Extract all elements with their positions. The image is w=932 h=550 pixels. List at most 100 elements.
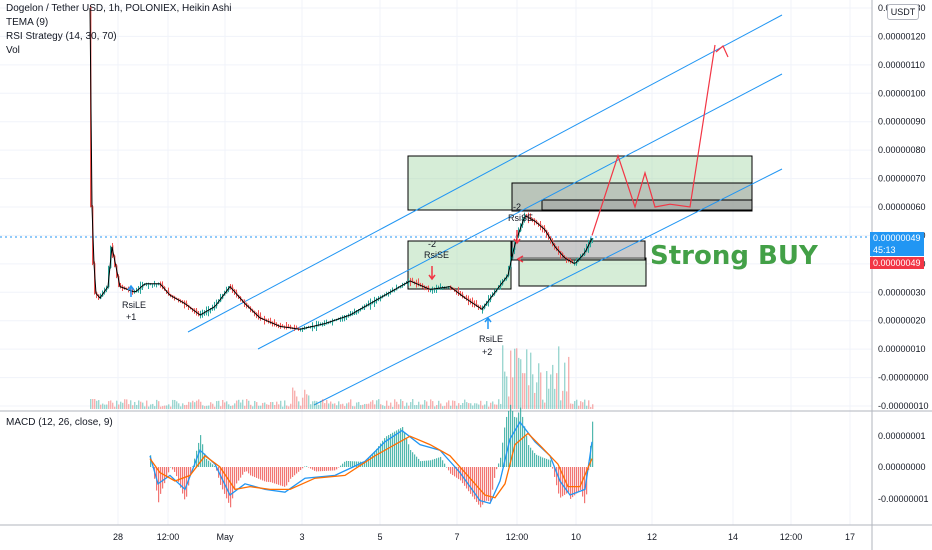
macd-hist-bar [354, 461, 356, 467]
indicator-tema[interactable]: TEMA (9) [6, 17, 49, 28]
macd-hist-bar [458, 467, 460, 480]
volume-bar [142, 402, 144, 409]
volume-bar [478, 404, 480, 409]
volume-bar [340, 404, 342, 409]
volume-bar [442, 406, 444, 409]
macd-hist-bar [332, 467, 334, 471]
macd-hist-bar [298, 467, 300, 472]
volume-bar [534, 392, 536, 409]
volume-bar [198, 399, 200, 409]
volume-bar [224, 402, 226, 409]
volume-bar [334, 403, 336, 409]
macd-hist-bar [158, 467, 160, 503]
currency-button[interactable]: USDT [887, 4, 919, 20]
macd-hist-bar [494, 467, 496, 478]
macd-hist-bar [330, 467, 332, 471]
macd-hist-bar [580, 467, 582, 490]
macd-hist-bar [486, 467, 488, 501]
rsi-le-arrow-1 [127, 284, 135, 297]
volume-bar [330, 401, 332, 409]
macd-histogram [150, 404, 594, 508]
macd-hist-bar [568, 467, 570, 493]
rsi-le-arrow-2 [484, 316, 492, 329]
volume-bar [440, 403, 442, 409]
volume-bar [518, 357, 520, 409]
volume-bar [296, 396, 298, 409]
volume-bar [272, 402, 274, 409]
volume-bar [246, 399, 248, 409]
macd-hist-bar [434, 458, 436, 467]
macd-signal-line [149, 432, 593, 499]
volume-bar [310, 404, 312, 409]
rsi-se-arrow-1 [428, 266, 436, 281]
zones [407, 155, 753, 290]
volume-bar [236, 400, 238, 409]
time-axis-ticks[interactable]: 28 12:00 May 3 5 7 12:00 10 12 14 12:00 17 [113, 532, 855, 542]
volume-bar [358, 401, 360, 409]
macd-hist-bar [514, 416, 516, 467]
indicator-rsi-strategy[interactable]: RSI Strategy (14, 30, 70) [6, 31, 117, 42]
macd-hist-bar [544, 458, 546, 467]
volume-bar [308, 395, 310, 409]
macd-hist-bar [180, 467, 182, 488]
macd-legend[interactable]: MACD (12, 26, close, 9) [6, 417, 113, 428]
macd-hist-bar [204, 453, 206, 467]
volume-bar [276, 401, 278, 409]
macd-hist-bar [230, 467, 232, 508]
macd-hist-bar [526, 435, 528, 467]
macd-hist-bar [178, 467, 180, 482]
rsi-se-label-1: RsiSE [424, 250, 449, 260]
volume-bar [374, 404, 376, 409]
volume-bar [564, 362, 566, 409]
candle-body [430, 289, 432, 291]
volume-bar [536, 382, 538, 409]
channel-bottom [313, 168, 783, 406]
price-axis-ticks[interactable]: 0.000001300.000001200.000001100.00000100… [878, 3, 929, 411]
macd-hist-bar [338, 467, 340, 468]
macd-hist-bar [202, 444, 204, 467]
volume-bar [342, 403, 344, 409]
volume-bar [346, 403, 348, 409]
macd-hist-bar [314, 467, 316, 471]
volume-bar [152, 403, 154, 409]
price-tick: 0.00000080 [878, 145, 926, 155]
volume-bar [200, 401, 202, 409]
macd-hist-bar [246, 467, 248, 472]
macd-hist-bar [344, 461, 346, 467]
volume-bar [570, 403, 572, 409]
macd-hist-bar [484, 467, 486, 502]
macd-hist-bar [176, 467, 178, 477]
volume-bar [502, 345, 504, 409]
volume-bar [108, 401, 110, 409]
volume-bar [336, 405, 338, 409]
macd-hist-bar [326, 467, 328, 471]
volume-bar [426, 401, 428, 409]
volume-bar [298, 401, 300, 409]
volume-bar [100, 404, 102, 409]
macd-tick: 0.00000000 [878, 462, 926, 472]
macd-hist-bar [430, 460, 432, 467]
volume-bar [448, 400, 450, 409]
macd-hist-bar [496, 467, 498, 470]
candle-body [296, 327, 298, 329]
volume-bar [472, 405, 474, 409]
price-tick: 0.00000120 [878, 31, 926, 41]
volume-bar [584, 399, 586, 409]
candle-body [274, 322, 276, 325]
time-tick: May [216, 532, 234, 542]
volume-bar [332, 403, 334, 409]
time-tick: 3 [299, 532, 304, 542]
volume-bar [562, 390, 564, 409]
volume-bar [322, 399, 324, 409]
volume-bar [268, 404, 270, 409]
red-price-tag: 0.00000049 [870, 257, 924, 269]
indicator-vol[interactable]: Vol [6, 45, 20, 56]
volume-bar [178, 403, 180, 409]
volume-bar [248, 400, 250, 409]
volume-bar [222, 399, 224, 409]
macd-axis-ticks[interactable]: 0.00000001 0.00000000 -0.00000001 [878, 431, 929, 504]
volume-bar [486, 401, 488, 409]
macd-hist-bar [236, 467, 238, 484]
volume-bar [548, 388, 550, 409]
